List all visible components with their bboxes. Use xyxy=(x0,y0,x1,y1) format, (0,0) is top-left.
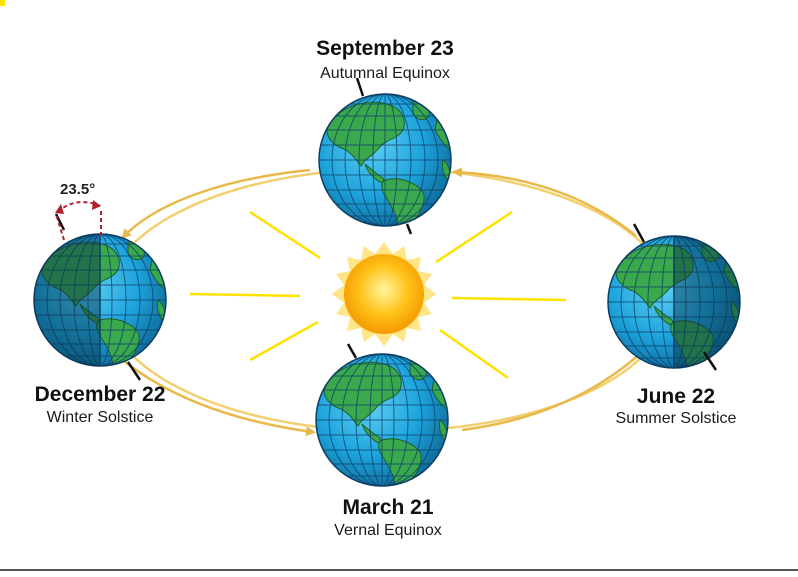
event-june: Summer Solstice xyxy=(616,410,737,427)
tilt-angle-icon xyxy=(55,200,102,241)
date-march: March 21 xyxy=(342,496,433,519)
event-march: Vernal Equinox xyxy=(334,522,442,539)
arrow-sep-to-dec xyxy=(121,168,311,239)
date-december: December 22 xyxy=(35,383,166,406)
earth-march xyxy=(316,343,448,489)
earth-december xyxy=(34,213,166,381)
earth-june xyxy=(608,223,740,371)
bottom-divider xyxy=(0,569,798,571)
date-september: September 23 xyxy=(316,37,454,60)
tilt-angle-label: 23.5° xyxy=(60,181,95,198)
sun-rays xyxy=(189,210,567,380)
earth-september xyxy=(319,77,451,235)
label-march: March 21 Vernal Equinox xyxy=(334,496,442,539)
arrow-jun-to-sep xyxy=(452,167,637,237)
earth-globe-icon xyxy=(316,354,448,489)
corner-mark xyxy=(0,0,5,6)
label-december: December 22 Winter Solstice xyxy=(35,383,166,426)
sun-icon xyxy=(332,242,436,346)
event-december: Winter Solstice xyxy=(47,409,154,426)
date-june: June 22 xyxy=(637,385,715,408)
earth-globe-icon xyxy=(319,94,451,229)
label-june: June 22 Summer Solstice xyxy=(616,385,737,427)
event-september: Autumnal Equinox xyxy=(320,65,450,82)
arrow-dec-to-mar xyxy=(117,355,316,437)
label-september: September 23 Autumnal Equinox xyxy=(316,37,454,82)
